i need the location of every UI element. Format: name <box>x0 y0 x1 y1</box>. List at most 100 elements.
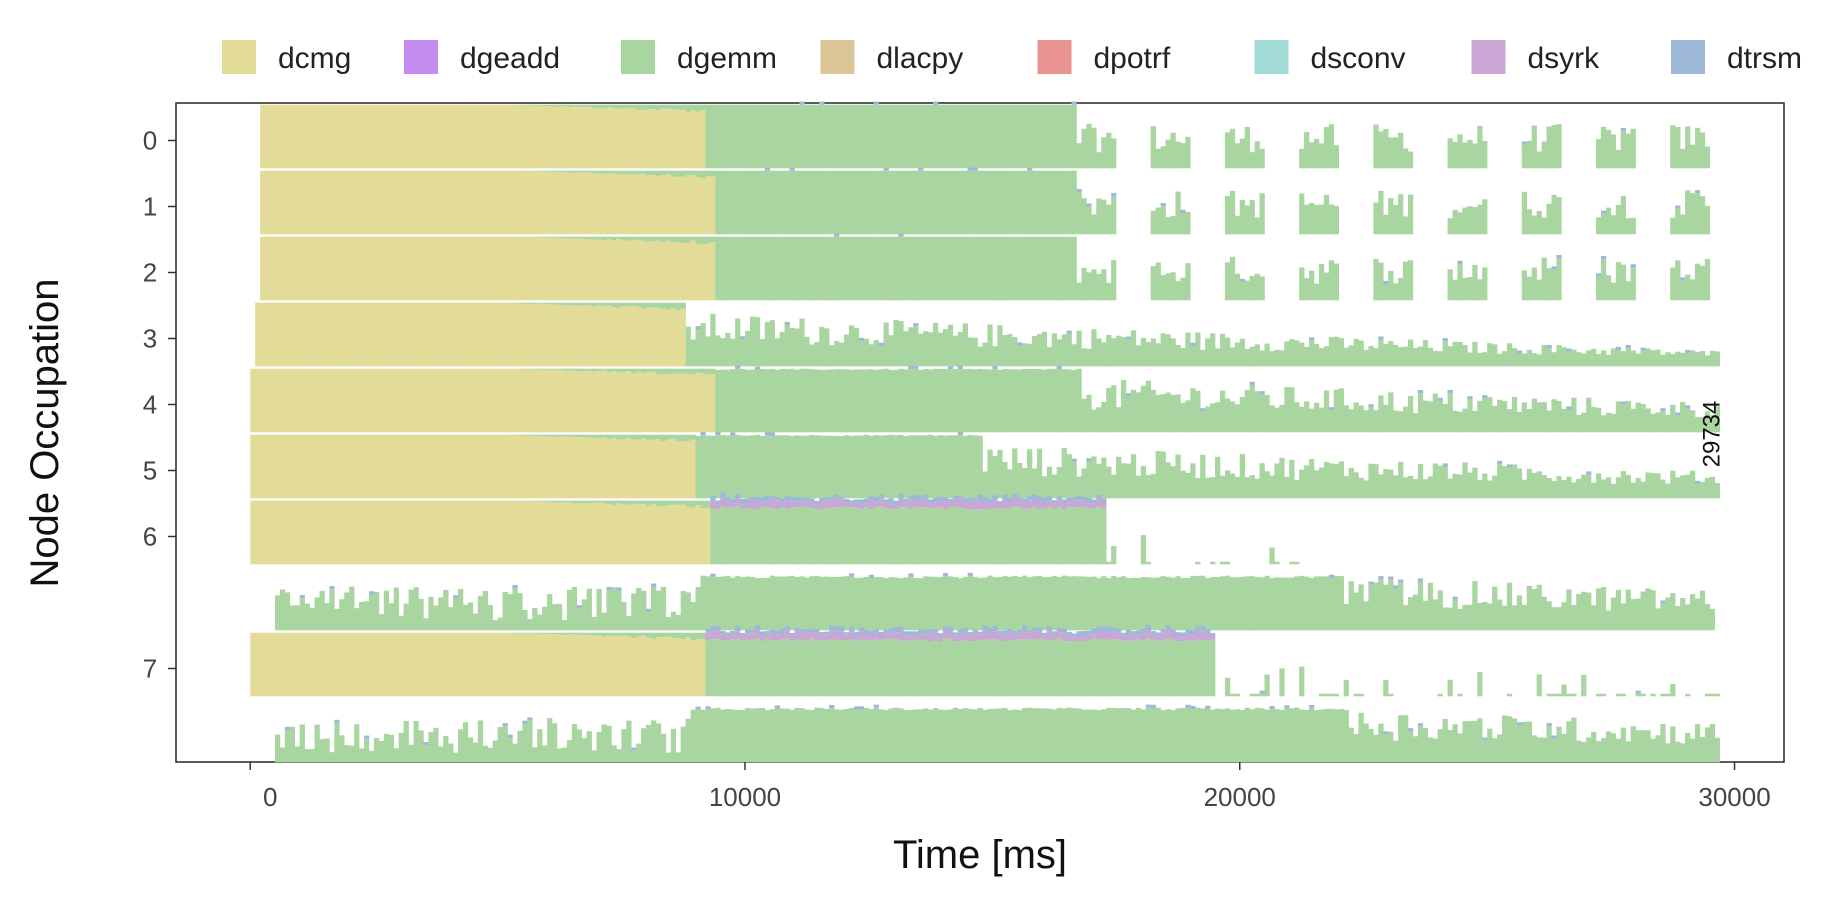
bar-segment-dgemm <box>1031 104 1038 169</box>
bar-segment-dgemm <box>957 434 963 499</box>
bar-segment-dgemm <box>1665 743 1671 763</box>
bar-segment-dgemm <box>863 170 869 235</box>
bar-segment-dcmg <box>398 302 404 367</box>
bar-segment-dgemm <box>655 170 662 176</box>
bar-segment-dgemm <box>1581 742 1587 763</box>
bar-segment-dgemm <box>1234 404 1241 433</box>
bar-segment-dgemm <box>556 236 563 238</box>
bar-segment-dgemm <box>1358 477 1364 499</box>
bar-segment-dgemm <box>646 104 652 109</box>
bar-segment-dgemm <box>779 507 785 565</box>
bar-segment-dtrsm <box>1388 576 1394 580</box>
bar-segment-dcmg <box>571 370 578 433</box>
bar-segment-dsyrk <box>1195 630 1201 640</box>
bar-segment-dcmg <box>581 634 587 697</box>
bar-segment-dgemm <box>1393 344 1399 367</box>
bar-segment-dgemm <box>1546 726 1552 763</box>
bar-segment-dgemm <box>888 369 894 433</box>
bar-segment-dsyrk <box>749 500 756 509</box>
bar-segment-dgemm <box>561 236 568 239</box>
bar-segment-dcmg <box>260 170 266 235</box>
bar-segment-dgemm <box>1630 128 1636 169</box>
bar-segment-dgemm <box>576 236 583 239</box>
bar-segment-dgemm <box>349 586 355 631</box>
bar-segment-dgemm <box>1328 577 1335 631</box>
legend-swatch <box>404 40 438 74</box>
bar-segment-dcmg <box>606 107 612 169</box>
bar-segment-dgemm <box>1526 469 1532 499</box>
bar-segment-dgemm <box>804 236 810 301</box>
bar-segment-dgemm <box>952 577 959 631</box>
bar-segment-dgemm <box>680 591 686 631</box>
bar-segment-dgemm <box>933 368 939 433</box>
bar-segment-dgemm <box>1467 399 1473 433</box>
bar-segment-dgemm <box>883 368 889 433</box>
bar-segment-dtrsm <box>1393 585 1399 589</box>
bar-segment-dgemm <box>1333 709 1340 763</box>
bar-segment-dgemm <box>705 336 711 367</box>
bar-segment-dgemm <box>1219 561 1226 565</box>
bar-segment-dtrsm <box>863 498 869 504</box>
bar-segment-dgemm <box>1685 604 1691 631</box>
bar-segment-dgemm <box>1244 707 1250 763</box>
bar-segment-dgemm <box>1323 708 1330 763</box>
bar-segment-dgemm <box>581 632 587 635</box>
bar-segment-dgemm <box>660 500 667 507</box>
bar-segment-dgemm <box>715 104 721 169</box>
bar-segment-dgemm <box>749 576 756 631</box>
bar-segment-dtrsm <box>829 704 835 709</box>
bar-segment-dcmg <box>349 368 355 433</box>
bar-segment-dgemm <box>294 605 300 631</box>
bar-segment-dcmg <box>423 236 429 301</box>
legend-item-dgeadd: dgeadd <box>404 40 560 75</box>
bar-segment-dgemm <box>1036 368 1043 433</box>
bar-segment-dgemm <box>848 236 855 301</box>
bar-segment-dgemm <box>1111 707 1117 763</box>
bar-segment-dgemm <box>888 638 894 697</box>
bar-segment-dcmg <box>388 104 394 169</box>
bar-segment-dgemm <box>1259 276 1265 301</box>
bar-segment-dgemm <box>1412 413 1419 433</box>
bar-segment-dgemm <box>1289 577 1295 631</box>
bar-segment-dgemm <box>764 170 771 235</box>
bar-segment-dgemm <box>1289 708 1295 763</box>
bar-segment-dgemm <box>1333 145 1340 169</box>
bar-segment-dcmg <box>304 500 310 565</box>
bar-segment-dgemm <box>858 435 865 499</box>
bar-segment-dgemm <box>1190 345 1196 367</box>
bar-segment-dgemm <box>1625 281 1631 301</box>
bar-segment-dcmg <box>611 636 617 697</box>
bar-segment-dgemm <box>522 632 528 634</box>
bar-segment-dgemm <box>1551 481 1557 499</box>
bar-segment-dcmg <box>443 500 449 565</box>
bar-segment-dgemm <box>1462 207 1468 235</box>
bar-segment-dgemm <box>883 435 889 499</box>
bar-segment-dgemm <box>611 368 617 371</box>
bar-segment-dgemm <box>1081 267 1087 301</box>
bar-segment-dcmg <box>408 500 414 565</box>
bar-segment-dtrsm <box>1566 348 1572 352</box>
bar-segment-dtrsm <box>1116 628 1122 633</box>
bar-segment-dgemm <box>1200 708 1206 763</box>
bar-segment-dgemm <box>883 508 889 565</box>
bar-segment-dgemm <box>1061 509 1067 565</box>
bar-segment-dgemm <box>1501 466 1508 499</box>
bar-segment-dgemm <box>1299 267 1305 301</box>
bar-segment-dgemm <box>1323 693 1330 697</box>
bar-segment-dgemm <box>705 170 711 177</box>
bar-segment-dcmg <box>581 305 587 367</box>
bar-segment-dgemm <box>1600 479 1607 499</box>
bar-segment-dsyrk <box>710 631 716 639</box>
bar-segment-dcmg <box>265 302 271 367</box>
bar-segment-dgemm <box>502 726 508 763</box>
bar-segment-dcmg <box>270 500 276 565</box>
bar-segment-dgemm <box>1170 466 1176 499</box>
bar-segment-dgemm <box>784 104 790 169</box>
bar-segment-dgemm <box>1160 640 1166 697</box>
bar-segment-dgemm <box>1205 338 1211 367</box>
bar-segment-dgemm <box>1605 412 1612 433</box>
bar-segment-dgemm <box>1076 708 1082 763</box>
bar-segment-dcmg <box>378 500 385 565</box>
bar-segment-dgemm <box>695 586 701 631</box>
bar-segment-dgemm <box>1521 604 1528 631</box>
